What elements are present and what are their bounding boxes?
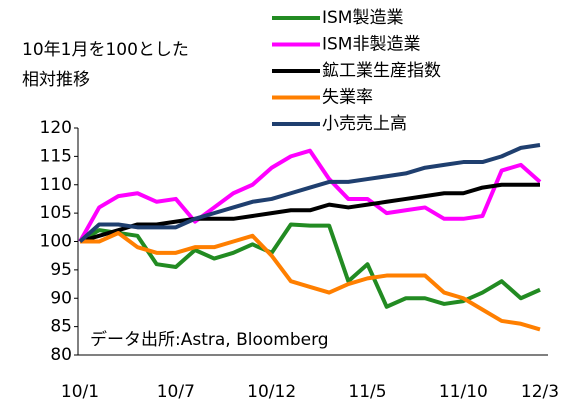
chart-subtitle: 相対推移 <box>22 70 90 90</box>
x-tick-label: 12/3 <box>521 382 559 402</box>
y-tick-label: 85 <box>50 317 72 337</box>
y-tick-label: 100 <box>40 232 72 252</box>
y-tick-label: 105 <box>40 203 72 223</box>
series-line <box>80 230 541 332</box>
y-tick-label: 120 <box>40 118 72 138</box>
legend-label: ISM製造業 <box>322 8 403 28</box>
y-tick-label: 80 <box>50 345 72 365</box>
series-line <box>78 222 541 309</box>
x-tick-label: 10/12 <box>247 382 296 402</box>
y-tick-label: 115 <box>40 146 72 166</box>
y-tick-label: 110 <box>40 175 72 195</box>
series-line <box>79 182 540 244</box>
legend-label: ISM非製造業 <box>322 35 420 55</box>
legend-label: 鉱工業生産指数 <box>322 61 441 81</box>
series-line <box>78 143 541 243</box>
x-tick-label: 11/10 <box>439 382 488 402</box>
x-tick-label: 11/5 <box>348 382 386 402</box>
series-line <box>78 148 542 243</box>
x-tick-label: 10/7 <box>157 382 195 402</box>
y-tick-label: 90 <box>50 288 72 308</box>
x-tick-label: 10/1 <box>61 382 99 402</box>
legend-label: 失業率 <box>322 88 373 108</box>
legend-label: 小売売上高 <box>322 114 407 134</box>
y-tick-label: 95 <box>50 260 72 280</box>
chart-title: 10年1月を100とした <box>22 40 189 60</box>
annotation: データ出所:Astra, Bloomberg <box>90 329 329 350</box>
